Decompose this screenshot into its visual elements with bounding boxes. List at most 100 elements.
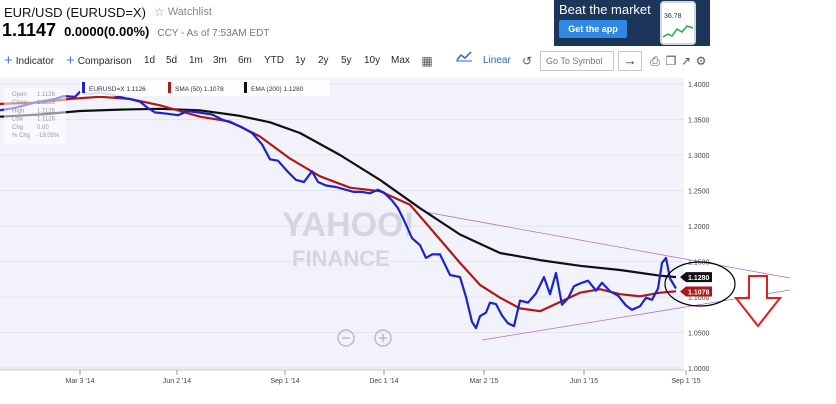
x-tick-label: Mar 3 '14 <box>66 378 95 385</box>
ohlc-label: High <box>12 108 24 114</box>
legend-entry: SMA (50) 1.1078 <box>175 86 224 93</box>
calendar-icon[interactable]: ▦ <box>421 54 433 68</box>
sma-value-tag <box>680 286 712 297</box>
comparison-button[interactable]: + Comparison <box>66 50 132 72</box>
y-tick-label: 1.1500 <box>688 260 710 267</box>
legend-swatch <box>168 82 171 93</box>
quote-header: EUR/USD (EURUSD=X) ☆ Watchlist 1.1147 0.… <box>0 0 540 46</box>
undo-icon[interactable]: ↺ <box>521 54 533 68</box>
mini-chart-icon <box>662 25 694 38</box>
scale-linear-button[interactable]: Linear <box>483 55 511 66</box>
ohlc-value: 1.1126 <box>37 108 56 114</box>
ad-phone-value: 36.78 <box>664 13 682 20</box>
x-axis: Mar 3 '14 Jun 2 '14 Sep 1 '14 Dec 1 '14 Mar … <box>0 369 701 385</box>
highlight-ellipse <box>664 261 736 307</box>
sma-value-tag-label: 1.1078 <box>688 289 710 296</box>
series-lines <box>0 90 677 330</box>
x-tick-label: Sep 1 '14 <box>270 378 299 385</box>
zoom-out-button[interactable] <box>337 329 355 347</box>
ema-series-line <box>0 107 677 279</box>
y-tick-label: 1.3500 <box>688 118 710 125</box>
arrow-right-icon[interactable]: → <box>618 51 642 71</box>
x-tick-label: Sep 1 '15 <box>671 378 700 385</box>
y-tick-label: 1.4000 <box>688 82 710 89</box>
range-6m[interactable]: 6m <box>238 55 252 66</box>
indicator-label: Indicator <box>15 56 55 67</box>
watermark-line-1: YAHOO! <box>282 206 415 244</box>
print-icon[interactable]: ⎙ <box>650 54 660 68</box>
chart-toolbar: + Indicator + Comparison 1d 5d 1m 3m 6m YT… <box>0 50 720 72</box>
ohlc-value: 0.00 <box>37 125 49 131</box>
range-1d[interactable]: 1d <box>144 55 156 66</box>
quote-info: CCY - As of 7:53AM EDT <box>157 28 270 39</box>
y-tick-label: 1.1000 <box>688 295 710 302</box>
symbol-search-input[interactable] <box>540 51 614 71</box>
y-tick-label: 1.2500 <box>688 189 710 196</box>
ohlc-value: -19.05% <box>37 133 60 139</box>
range-max[interactable]: Max <box>391 55 410 66</box>
x-tick-label: Jun 1 '15 <box>570 378 598 385</box>
ohlc-label: Close <box>12 100 28 106</box>
y-tick-label: 1.3000 <box>688 153 710 160</box>
last-price: 1.1147 <box>2 20 57 40</box>
ohlc-value: 1.1126 <box>37 100 56 106</box>
watermark-line-2: FINANCE <box>292 246 390 271</box>
y-tick-label: 1.2000 <box>688 224 710 231</box>
range-5y[interactable]: 5y <box>341 55 352 66</box>
app-ad-banner[interactable]: Beat the market Get the app 36.78 <box>554 0 710 46</box>
down-arrow-icon <box>733 275 783 328</box>
settings-icon[interactable]: ⚙ <box>695 54 707 68</box>
resistance-trendline <box>424 211 791 279</box>
ad-title: Beat the market <box>559 2 651 17</box>
watermark: YAHOO! FINANCE <box>282 206 415 271</box>
x-tick-label: Jun 2 '14 <box>163 378 191 385</box>
range-1m[interactable]: 1m <box>189 55 203 66</box>
legend-swatch <box>82 82 85 93</box>
watchlist-link[interactable]: Watchlist <box>167 6 212 18</box>
chart-legend: EURUSD=X 1.1126 SMA (50) 1.1078 EMA (200) … <box>80 80 330 96</box>
price-row: 1.1147 0.0000(0.00%) CCY - As of 7:53AM … <box>2 20 269 42</box>
comparison-label: Comparison <box>77 56 132 67</box>
get-app-button[interactable]: Get the app <box>559 20 627 38</box>
ohlc-box: Open 1.1126 Close 1.1126 High 1.1126 Low 1.1126… <box>4 88 66 144</box>
plus-icon: + <box>4 52 13 69</box>
plus-icon: + <box>66 52 75 69</box>
y-gridlines <box>0 83 684 369</box>
zoom-in-button[interactable] <box>374 329 392 347</box>
price-change: 0.0000(0.00%) <box>64 24 150 39</box>
ohlc-label: % Chg <box>12 133 30 139</box>
range-5d[interactable]: 5d <box>166 55 178 66</box>
legend-background <box>80 80 330 96</box>
copy-icon[interactable]: ❐ <box>665 54 677 68</box>
ohlc-label: Chg <box>12 125 23 131</box>
legend-entry: EURUSD=X 1.1126 <box>89 86 146 93</box>
range-ytd[interactable]: YTD <box>264 55 284 66</box>
chart-area[interactable]: YAHOO! FINANCE 1.0000 1.0500 1.1000 1.1500 1… <box>0 74 836 404</box>
x-tick-label: Dec 1 '14 <box>369 378 398 385</box>
y-tick-label: 1.0500 <box>688 331 710 338</box>
legend-entry: EMA (200) 1.1280 <box>251 86 304 93</box>
last-value-tags: 1.1280 1.1078 <box>680 272 712 297</box>
ohlc-label: Open <box>12 92 27 98</box>
y-tick-label: 1.0000 <box>688 366 710 373</box>
legend-swatch <box>244 82 247 93</box>
ohlc-value: 1.1126 <box>37 117 56 123</box>
page-title: EUR/USD (EURUSD=X) <box>4 4 146 20</box>
chart-type-icon[interactable] <box>456 50 474 72</box>
sma-series-line <box>0 95 677 313</box>
share-icon[interactable]: ↗ <box>680 54 692 68</box>
price-chart[interactable]: YAHOO! FINANCE 1.0000 1.0500 1.1000 1.1500 1… <box>0 74 836 404</box>
indicator-button[interactable]: + Indicator <box>4 50 54 72</box>
range-3m[interactable]: 3m <box>213 55 227 66</box>
range-1y[interactable]: 1y <box>295 55 306 66</box>
ohlc-value: 1.1126 <box>37 92 56 98</box>
plot-background <box>0 78 684 370</box>
range-2y[interactable]: 2y <box>318 55 329 66</box>
star-icon[interactable]: ☆ <box>153 5 165 19</box>
ema-value-tag-label: 1.1280 <box>688 275 710 282</box>
ohlc-label: Low <box>12 117 24 123</box>
range-10y[interactable]: 10y <box>364 55 381 66</box>
zoom-controls <box>337 329 392 347</box>
title-row: EUR/USD (EURUSD=X) ☆ Watchlist <box>4 4 212 20</box>
price-series-line <box>0 90 677 330</box>
